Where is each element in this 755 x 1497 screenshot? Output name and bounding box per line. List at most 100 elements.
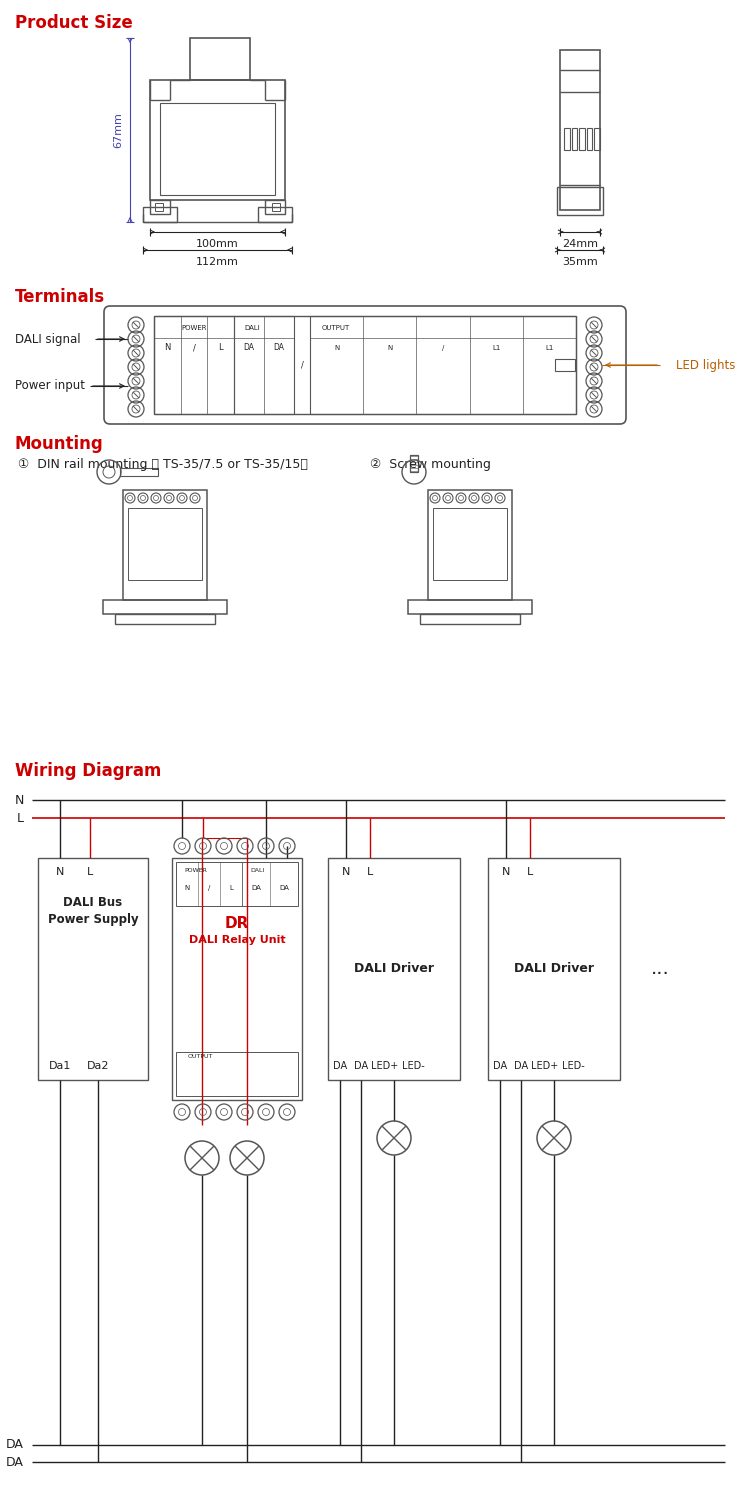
Bar: [120, 469, 158, 476]
Text: DALI Bus: DALI Bus: [63, 897, 122, 910]
Text: DA: DA: [6, 1439, 24, 1452]
Text: LED+: LED+: [371, 1061, 399, 1070]
Text: N: N: [56, 867, 64, 877]
Bar: [557, 187, 603, 216]
Text: 112mm: 112mm: [196, 257, 239, 266]
Bar: [155, 204, 163, 211]
Text: DA: DA: [354, 1061, 368, 1070]
Bar: [190, 37, 250, 79]
Bar: [150, 201, 170, 214]
Text: Mounting: Mounting: [15, 436, 103, 454]
Bar: [150, 79, 285, 201]
Bar: [579, 127, 584, 150]
Bar: [128, 507, 202, 579]
Text: DA: DA: [6, 1455, 24, 1469]
Text: /: /: [193, 343, 196, 352]
Bar: [265, 201, 285, 214]
Text: LED-: LED-: [402, 1061, 424, 1070]
Text: DALI: DALI: [244, 325, 260, 331]
Text: LED lights: LED lights: [676, 358, 735, 371]
Text: N: N: [387, 344, 393, 350]
Text: DR: DR: [225, 916, 249, 931]
Bar: [176, 862, 298, 906]
Text: Power Supply: Power Supply: [48, 913, 138, 927]
Text: DALI Relay Unit: DALI Relay Unit: [189, 936, 285, 945]
Text: LED-: LED-: [562, 1061, 584, 1070]
Bar: [258, 207, 292, 222]
Text: N: N: [14, 793, 24, 807]
Bar: [234, 316, 294, 415]
Text: ②  Screw mounting: ② Screw mounting: [370, 458, 491, 472]
Text: L1: L1: [545, 344, 553, 350]
Bar: [488, 858, 620, 1079]
Text: DA: DA: [279, 885, 289, 891]
Bar: [310, 316, 576, 415]
Text: /: /: [442, 344, 444, 350]
Text: Da2: Da2: [87, 1061, 109, 1070]
Bar: [594, 127, 599, 150]
Bar: [143, 207, 177, 222]
Bar: [176, 1052, 298, 1096]
Bar: [328, 858, 460, 1079]
Text: DA: DA: [333, 1061, 347, 1070]
Text: N: N: [502, 867, 510, 877]
Bar: [572, 127, 577, 150]
Bar: [172, 858, 302, 1100]
Text: DA: DA: [244, 343, 254, 352]
Text: Da1: Da1: [49, 1061, 71, 1070]
Text: DALI: DALI: [250, 867, 264, 873]
Text: N: N: [184, 885, 190, 891]
Text: DALI Driver: DALI Driver: [354, 963, 434, 976]
Text: DA: DA: [493, 1061, 507, 1070]
Text: OUTPUT: OUTPUT: [322, 325, 350, 331]
Text: ①  DIN rail mounting （ TS-35/7.5 or TS-35/15）: ① DIN rail mounting （ TS-35/7.5 or TS-35…: [18, 458, 308, 472]
Text: 67mm: 67mm: [113, 112, 123, 148]
Text: DA: DA: [273, 343, 285, 352]
Bar: [560, 49, 600, 210]
Text: L: L: [367, 867, 373, 877]
Bar: [115, 614, 215, 624]
Text: L: L: [527, 867, 533, 877]
Text: POWER: POWER: [184, 867, 207, 873]
Bar: [272, 204, 280, 211]
Bar: [123, 490, 207, 600]
Text: L: L: [218, 343, 223, 352]
Bar: [160, 103, 275, 195]
Bar: [408, 600, 532, 614]
Text: DA: DA: [514, 1061, 528, 1070]
Bar: [420, 614, 520, 624]
Text: L: L: [229, 885, 233, 891]
Bar: [428, 490, 512, 600]
Text: L: L: [17, 811, 24, 825]
Text: POWER: POWER: [181, 325, 207, 331]
Text: 35mm: 35mm: [562, 257, 598, 266]
Text: L: L: [87, 867, 93, 877]
Text: DALI Driver: DALI Driver: [514, 963, 594, 976]
Bar: [154, 316, 576, 415]
Text: DA: DA: [251, 885, 261, 891]
Bar: [433, 507, 507, 579]
Text: Terminals: Terminals: [15, 287, 105, 305]
Text: Power input: Power input: [15, 380, 85, 392]
Text: /: /: [300, 361, 304, 370]
Text: OUTPUT: OUTPUT: [188, 1054, 214, 1058]
Text: /: /: [208, 885, 210, 891]
Bar: [564, 127, 569, 150]
Bar: [555, 359, 575, 371]
Text: ...: ...: [651, 960, 670, 979]
Bar: [38, 858, 148, 1079]
Text: N: N: [164, 343, 171, 352]
Bar: [154, 316, 234, 415]
Text: Wiring Diagram: Wiring Diagram: [15, 762, 162, 780]
Text: LED+: LED+: [532, 1061, 559, 1070]
Text: Product Size: Product Size: [15, 13, 133, 31]
Text: DALI signal: DALI signal: [15, 332, 81, 346]
Text: N: N: [342, 867, 350, 877]
Bar: [587, 127, 592, 150]
Text: N: N: [334, 344, 339, 350]
Bar: [103, 600, 227, 614]
Text: L1: L1: [492, 344, 501, 350]
Text: 24mm: 24mm: [562, 240, 598, 249]
Text: 100mm: 100mm: [196, 240, 239, 249]
Bar: [410, 455, 418, 472]
